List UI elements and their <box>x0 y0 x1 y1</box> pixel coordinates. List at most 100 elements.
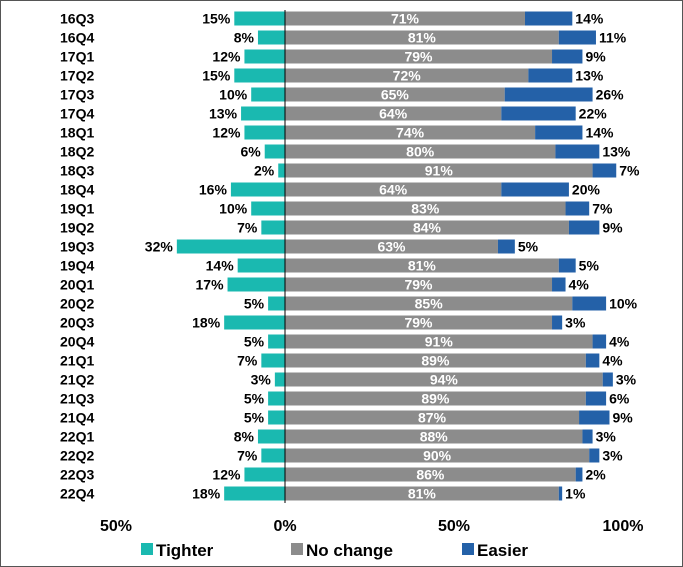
data-label-no-change-17q3: 65% <box>381 87 410 103</box>
bar-no-change-18q1 <box>285 125 536 140</box>
bar-no-change-22q2 <box>285 448 590 463</box>
bar-easier-21q4 <box>579 410 610 425</box>
bar-easier-22q4 <box>558 486 563 501</box>
data-label-tighter-17q1: 12% <box>212 49 241 65</box>
bar-easier-17q1 <box>552 49 583 64</box>
category-label-22q3: 22Q3 <box>60 467 94 483</box>
category-label-20q3: 20Q3 <box>60 315 94 331</box>
bar-easier-16q4 <box>558 30 596 45</box>
data-label-easier-20q1: 4% <box>569 277 590 293</box>
data-label-easier-18q4: 20% <box>572 182 601 198</box>
data-label-no-change-16q3: 71% <box>391 11 420 27</box>
bar-tighter-20q3 <box>224 315 285 330</box>
data-label-tighter-18q1: 12% <box>212 125 241 141</box>
bar-easier-16q3 <box>524 11 573 26</box>
bar-tighter-22q2 <box>261 448 285 463</box>
bar-easier-18q2 <box>555 144 600 159</box>
data-label-tighter-17q3: 10% <box>219 87 248 103</box>
data-label-no-change-18q1: 74% <box>396 125 425 141</box>
data-label-tighter-18q4: 16% <box>199 182 228 198</box>
data-label-no-change-18q3: 91% <box>425 163 454 179</box>
data-label-easier-16q3: 14% <box>575 11 604 27</box>
data-label-no-change-22q4: 81% <box>408 486 437 502</box>
data-label-no-change-17q4: 64% <box>379 106 408 122</box>
bar-tighter-18q2 <box>264 144 285 159</box>
bar-easier-21q1 <box>585 353 600 368</box>
bar-tighter-18q3 <box>278 163 285 178</box>
bar-tighter-21q3 <box>268 391 285 406</box>
data-label-no-change-17q2: 72% <box>393 68 422 84</box>
legend-swatch-tighter <box>141 543 153 555</box>
bar-easier-22q3 <box>575 467 583 482</box>
data-label-no-change-18q2: 80% <box>406 144 435 160</box>
data-label-no-change-17q1: 79% <box>404 49 433 65</box>
bar-easier-18q4 <box>501 182 569 197</box>
bar-tighter-16q4 <box>257 30 285 45</box>
bar-tighter-19q1 <box>251 201 285 216</box>
data-label-easier-19q3: 5% <box>518 239 539 255</box>
data-label-tighter-22q4: 18% <box>192 486 221 502</box>
category-label-19q3: 19Q3 <box>60 239 94 255</box>
category-label-16q4: 16Q4 <box>60 30 94 46</box>
bar-easier-18q1 <box>535 125 583 140</box>
data-label-easier-17q4: 22% <box>579 106 608 122</box>
data-label-tighter-17q2: 15% <box>202 68 231 84</box>
bar-tighter-17q1 <box>244 49 285 64</box>
data-label-easier-22q3: 2% <box>585 467 606 483</box>
bar-tighter-20q1 <box>227 277 285 292</box>
data-label-easier-17q2: 13% <box>575 68 604 84</box>
category-label-18q2: 18Q2 <box>60 144 94 160</box>
category-label-22q1: 22Q1 <box>60 429 94 445</box>
bar-easier-20q2 <box>572 296 607 311</box>
category-label-19q4: 19Q4 <box>60 258 94 274</box>
data-label-no-change-19q1: 83% <box>411 201 440 217</box>
bar-easier-20q4 <box>592 334 607 349</box>
bar-easier-19q1 <box>565 201 590 216</box>
data-label-tighter-22q2: 7% <box>237 448 258 464</box>
data-label-no-change-21q3: 89% <box>421 391 450 407</box>
data-label-tighter-22q1: 8% <box>234 429 255 445</box>
category-label-18q1: 18Q1 <box>60 125 94 141</box>
data-label-no-change-16q4: 81% <box>408 30 437 46</box>
bar-no-change-16q3 <box>285 11 525 26</box>
category-label-20q1: 20Q1 <box>60 277 94 293</box>
bar-easier-19q3 <box>497 239 515 254</box>
data-label-no-change-19q2: 84% <box>413 220 442 236</box>
data-label-tighter-16q4: 8% <box>234 30 255 46</box>
category-label-17q4: 17Q4 <box>60 106 94 122</box>
data-label-easier-18q3: 7% <box>619 163 640 179</box>
category-label-21q2: 21Q2 <box>60 372 94 388</box>
bar-tighter-17q3 <box>251 87 285 102</box>
data-label-tighter-19q2: 7% <box>237 220 258 236</box>
bar-no-change-19q1 <box>285 201 566 216</box>
data-label-no-change-19q4: 81% <box>408 258 437 274</box>
data-label-easier-22q1: 3% <box>596 429 617 445</box>
data-label-no-change-22q2: 90% <box>423 448 452 464</box>
data-label-easier-17q3: 26% <box>596 87 625 103</box>
bar-no-change-20q1 <box>285 277 553 292</box>
category-label-20q2: 20Q2 <box>60 296 94 312</box>
data-label-tighter-22q3: 12% <box>212 467 241 483</box>
data-label-easier-19q1: 7% <box>592 201 613 217</box>
data-label-tighter-19q4: 14% <box>206 258 235 274</box>
data-label-no-change-21q2: 94% <box>430 372 459 388</box>
data-label-tighter-21q2: 3% <box>251 372 272 388</box>
x-tick-label-0: 50% <box>100 518 132 535</box>
bar-tighter-18q1 <box>244 125 285 140</box>
data-label-tighter-21q3: 5% <box>244 391 265 407</box>
category-label-22q2: 22Q2 <box>60 448 94 464</box>
data-label-tighter-20q1: 17% <box>196 277 225 293</box>
bar-no-change-20q4 <box>285 334 593 349</box>
legend-swatch-no-change <box>291 543 303 555</box>
bar-no-change-21q1 <box>285 353 586 368</box>
bar-tighter-22q4 <box>224 486 285 501</box>
data-label-easier-20q2: 10% <box>609 296 638 312</box>
bar-tighter-19q2 <box>261 220 285 235</box>
bar-no-change-22q1 <box>285 429 583 444</box>
category-label-17q1: 17Q1 <box>60 49 94 65</box>
data-label-easier-19q4: 5% <box>579 258 600 274</box>
data-label-no-change-20q1: 79% <box>404 277 433 293</box>
category-label-18q3: 18Q3 <box>60 163 94 179</box>
bar-no-change-17q3 <box>285 87 505 102</box>
